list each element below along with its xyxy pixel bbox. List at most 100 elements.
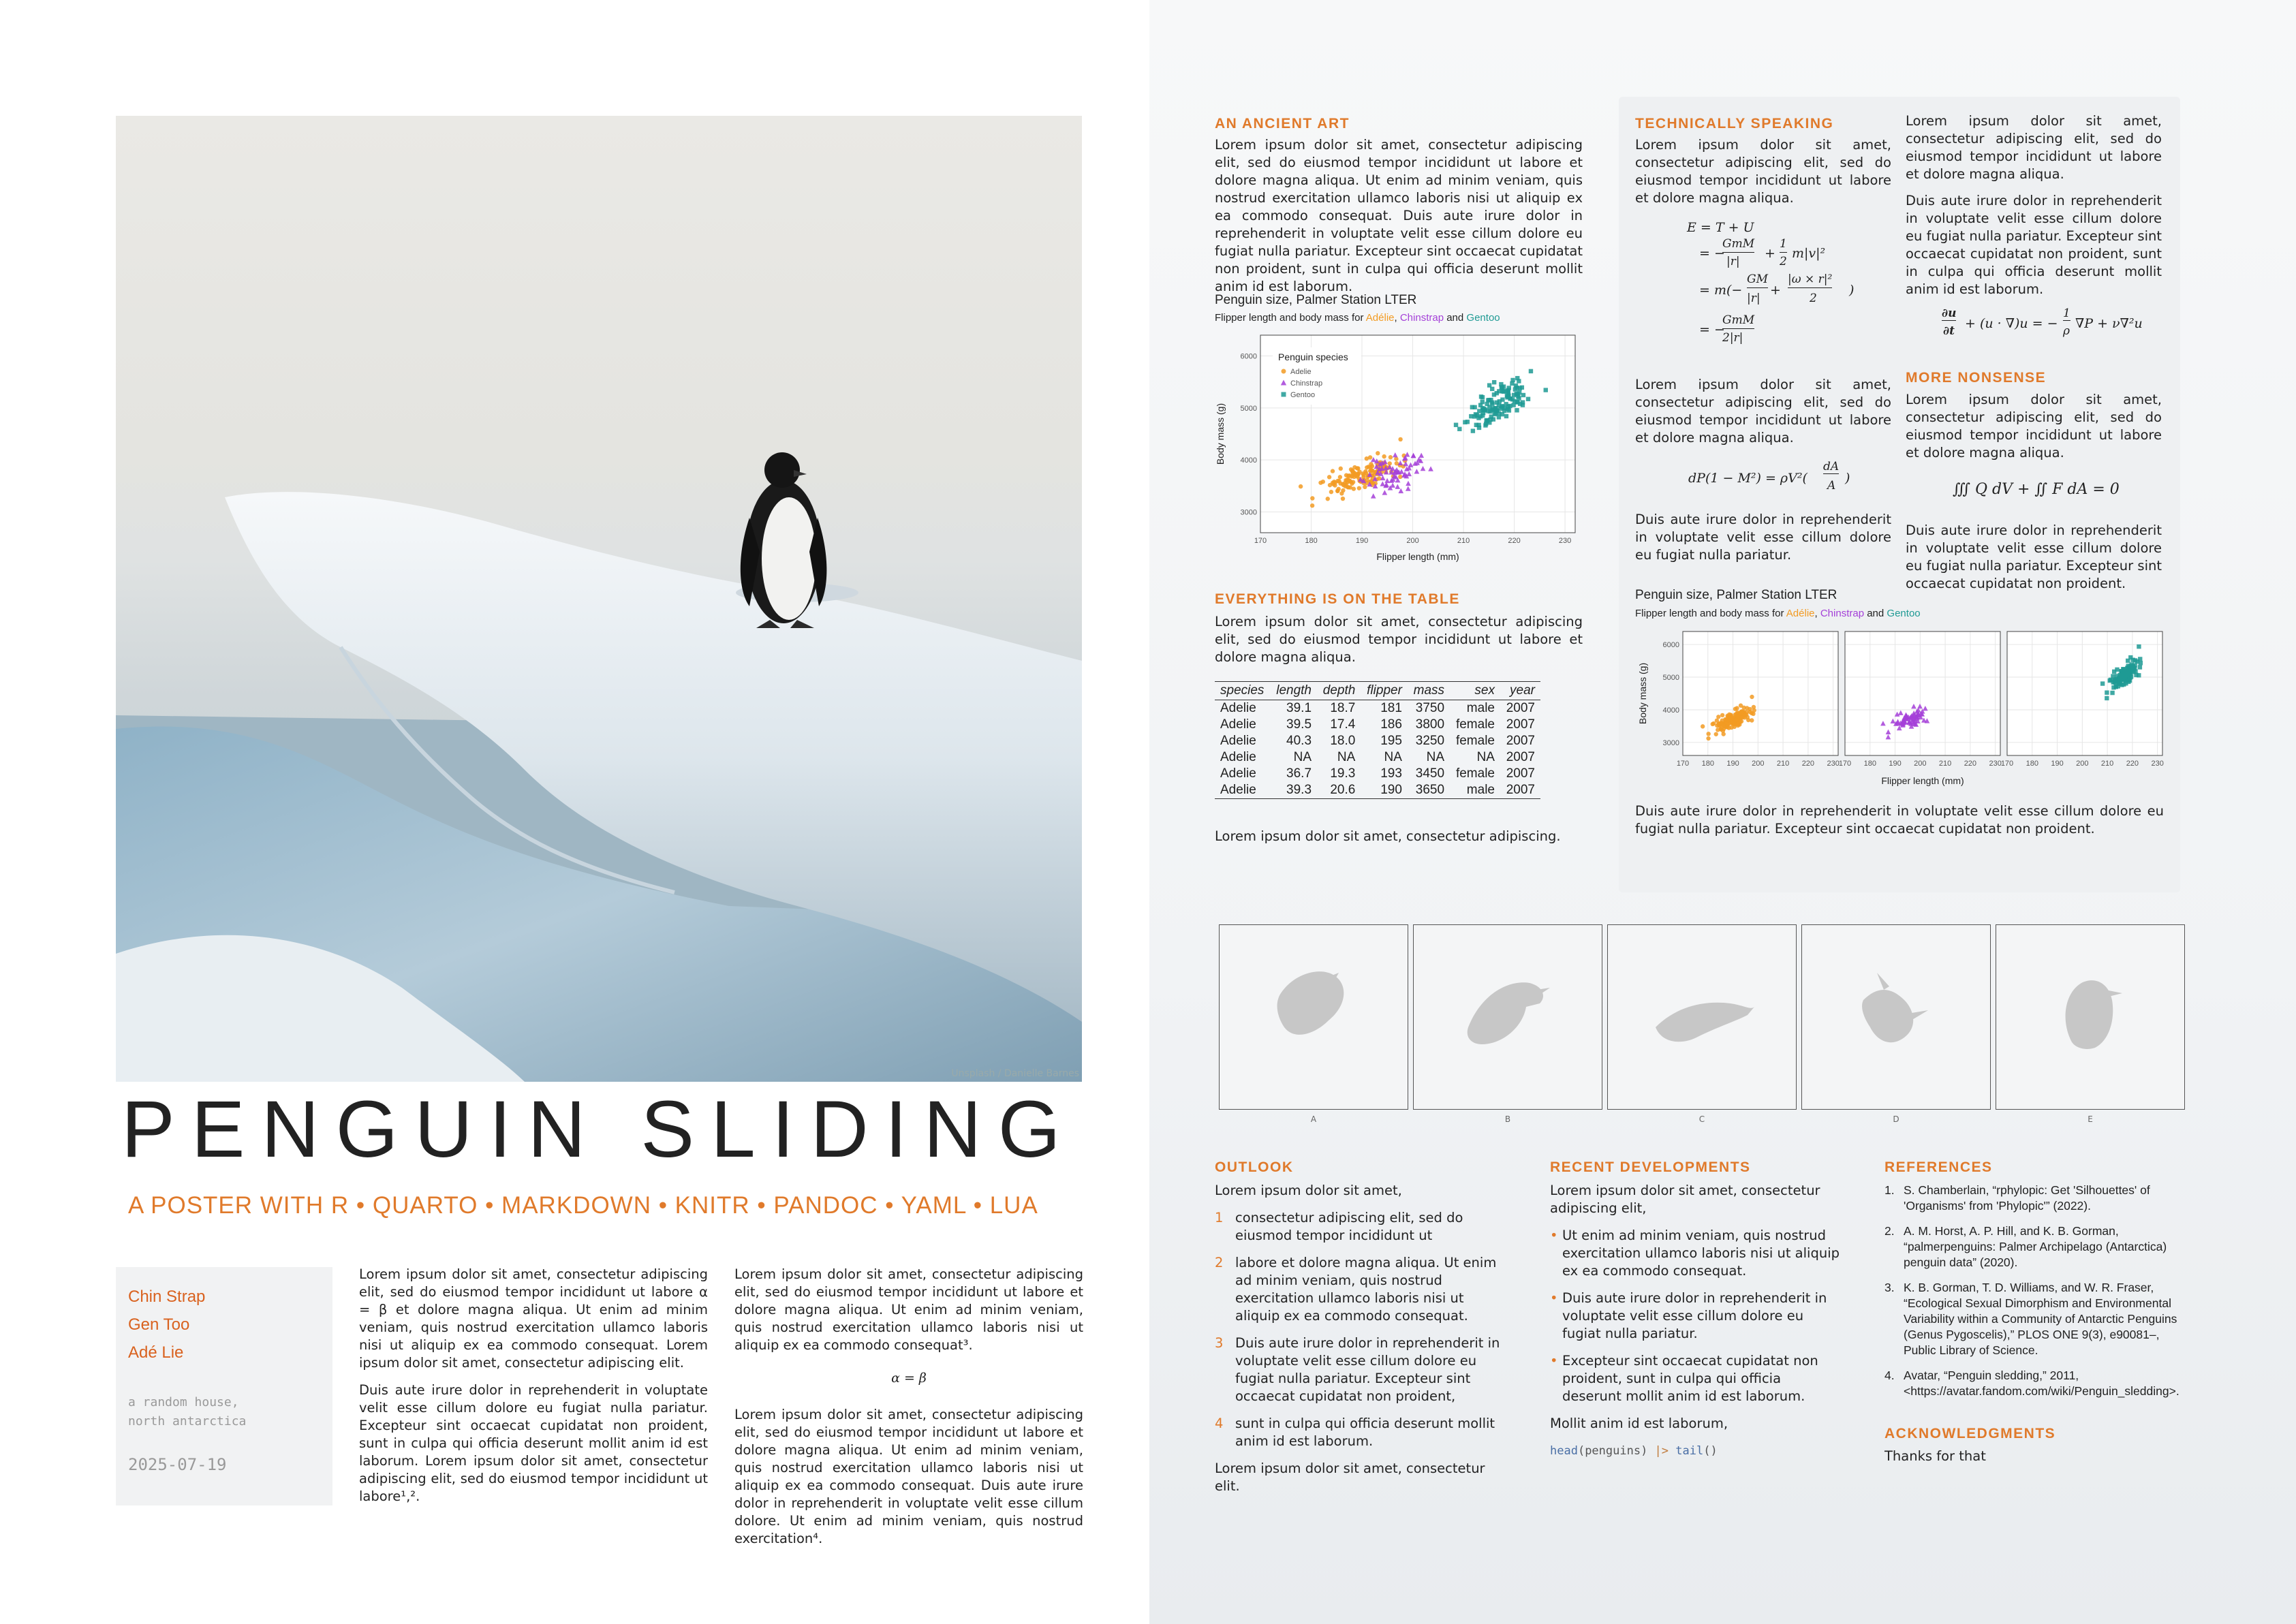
list-item-text: sunt in culpa qui officia deserunt molli… xyxy=(1235,1416,1495,1449)
paragraph: Lorem ipsum dolor sit amet, consectetur … xyxy=(734,1407,1083,1546)
table-cell: 2007 xyxy=(1506,701,1535,715)
data-point xyxy=(2137,673,2141,678)
data-point xyxy=(1388,455,1393,460)
silhouette-label: D xyxy=(1893,1114,1899,1124)
data-point xyxy=(2110,690,2115,696)
data-point xyxy=(1897,710,1904,715)
data-point xyxy=(1480,411,1486,416)
code-token: |> xyxy=(1654,1444,1669,1458)
data-point xyxy=(1371,456,1376,463)
table-cell: 2007 xyxy=(1500,782,1540,799)
reference-text: Avatar, “Penguin sledding,” 2011, <https… xyxy=(1904,1369,2179,1398)
data-point xyxy=(1380,475,1386,481)
list-item: 3 Duis aute irure dolor in reprehenderit … xyxy=(1215,1334,1508,1405)
table-cell: female xyxy=(1455,717,1495,732)
data-point xyxy=(1329,489,1334,495)
x-tick-label: 170 xyxy=(2001,760,2013,768)
chart-subtitle-text: Flipper length and body mass for xyxy=(1635,608,1786,619)
paragraph: Mollit anim id est laborum, xyxy=(1550,1416,1728,1431)
data-point xyxy=(1504,402,1508,407)
data-point xyxy=(2126,678,2131,683)
data-point xyxy=(1363,484,1367,490)
table-cell: 2007 xyxy=(1506,766,1535,781)
table-cell: 2007 xyxy=(1506,750,1535,764)
data-point xyxy=(1716,715,1721,719)
x-tick-label: 210 xyxy=(1457,537,1470,545)
data-point xyxy=(1469,413,1474,419)
x-tick-label: 210 xyxy=(1939,760,1951,768)
data-point xyxy=(1338,466,1343,471)
table-cell: 2007 xyxy=(1506,717,1535,732)
table-cell: 3750 xyxy=(1415,701,1445,715)
x-tick-label: 180 xyxy=(2026,760,2038,768)
paragraph: Lorem ipsum dolor sit amet, consectetur … xyxy=(1635,377,1891,446)
data-point xyxy=(1502,405,1507,411)
table-cell: 36.7 xyxy=(1286,766,1312,781)
table-header-cell: mass xyxy=(1407,681,1450,700)
recent-list: Ut enim ad minim veniam, quis nostrud ex… xyxy=(1550,1227,1843,1405)
y-tick-label: 3000 xyxy=(1241,508,1257,516)
data-point xyxy=(1510,381,1515,386)
data-point xyxy=(1398,437,1403,442)
data-point xyxy=(2115,667,2120,672)
list-item: 2 labore et dolore magna aliqua. Ut enim … xyxy=(1215,1254,1508,1325)
eq-sym: ) xyxy=(1849,283,1855,298)
eq-num: 1 xyxy=(1780,236,1787,253)
paragraph: Duis aute irure dolor in reprehenderit i… xyxy=(1635,512,1891,563)
paragraph: Lorem ipsum dolor sit amet, consectetur … xyxy=(734,1266,1083,1353)
data-point xyxy=(1528,369,1534,374)
data-point xyxy=(1364,480,1369,486)
data-point xyxy=(1374,464,1380,469)
data-table: species length depth flipper mass sex year Adel… xyxy=(1215,681,1540,799)
table-cell: male xyxy=(1450,782,1500,799)
plot-border xyxy=(2006,631,2163,756)
x-tick-label: 180 xyxy=(1702,760,1714,768)
data-point xyxy=(1339,491,1344,496)
data-point xyxy=(1364,456,1369,461)
table-cell: 20.6 xyxy=(1317,782,1361,799)
eq-sym: = − xyxy=(1699,246,1725,261)
table-cell: 3800 xyxy=(1415,717,1445,732)
data-point xyxy=(1743,713,1748,717)
table-cell: 3250 xyxy=(1415,734,1445,748)
data-point xyxy=(1386,464,1393,469)
data-point xyxy=(1494,400,1500,405)
legend-adelie-label: Adélie xyxy=(1786,608,1815,619)
data-point xyxy=(1356,486,1362,490)
chart-title: Penguin size, Palmer Station LTER xyxy=(1635,588,1837,602)
table-header-cell: length xyxy=(1270,681,1318,700)
penguin-silhouette-panel xyxy=(1801,924,1991,1110)
data-point xyxy=(1488,417,1493,422)
data-point xyxy=(1720,713,1725,718)
data-point xyxy=(1414,469,1420,474)
data-point xyxy=(1506,392,1511,397)
data-point xyxy=(1490,401,1495,407)
penguins-table: species length depth flipper mass sex year Adel… xyxy=(1215,681,1540,799)
x-tick-label: 230 xyxy=(2151,760,2163,768)
table-cell: 17.4 xyxy=(1330,717,1356,732)
x-tick-label: 230 xyxy=(1559,537,1571,545)
reference-number: 1. xyxy=(1884,1183,1895,1197)
data-point xyxy=(1894,711,1900,717)
reference-item: 4. Avatar, “Penguin sledding,” 2011, <htt… xyxy=(1884,1368,2184,1399)
table-cell: 3650 xyxy=(1407,782,1450,799)
legend-adelie-label: Adélie xyxy=(1365,312,1395,324)
data-point xyxy=(1380,481,1386,486)
legend-gentoo-label: Gentoo xyxy=(1466,312,1500,324)
data-point xyxy=(1477,409,1482,413)
data-point xyxy=(1281,369,1286,374)
data-point xyxy=(1496,403,1502,408)
data-point xyxy=(1376,451,1380,456)
data-point xyxy=(1347,478,1352,483)
data-point xyxy=(1521,392,1526,398)
section-heading: ACKNOWLEDGMENTS xyxy=(1884,1426,2056,1441)
eq-sym: = m(− xyxy=(1699,283,1743,298)
data-point xyxy=(1354,473,1359,478)
reference-text: K. B. Gorman, T. D. Williams, and W. R. … xyxy=(1904,1281,2177,1357)
data-point xyxy=(1713,732,1718,736)
table-row: Adelie 36.7 19.3 193 3450 female 2007 xyxy=(1215,766,1540,782)
data-point xyxy=(1390,482,1396,488)
x-axis-label: Flipper length (mm) xyxy=(1376,551,1459,562)
data-point xyxy=(1470,428,1476,433)
data-point xyxy=(1724,717,1729,722)
